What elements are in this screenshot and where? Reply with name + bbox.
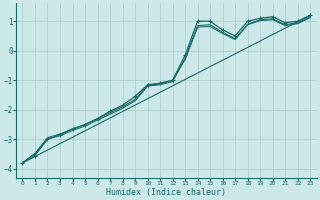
X-axis label: Humidex (Indice chaleur): Humidex (Indice chaleur) (106, 188, 226, 197)
